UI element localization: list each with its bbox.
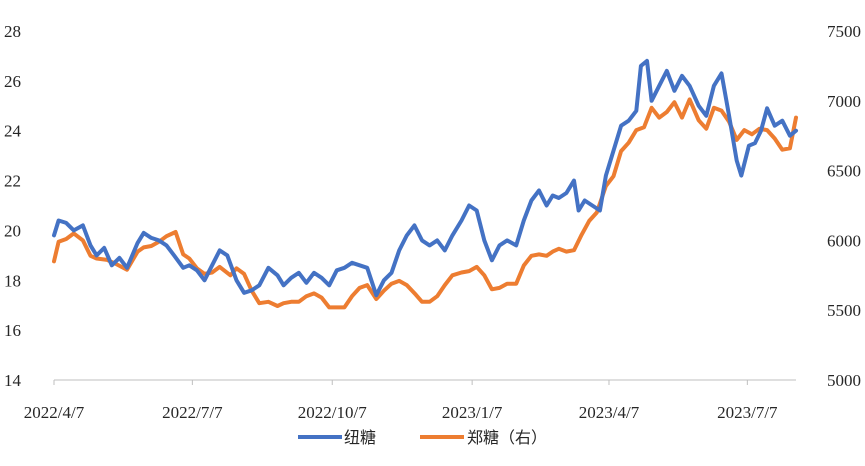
y-left-tick-label: 26 — [4, 72, 21, 91]
y-left-tick-label: 20 — [4, 221, 21, 240]
series-line-niutang — [52, 58, 798, 298]
y-left-tick-label: 18 — [4, 271, 21, 290]
x-tick-label: 2022/10/7 — [298, 403, 367, 422]
x-tick-label: 2023/4/7 — [579, 403, 640, 422]
legend-label: 郑糖（右） — [467, 428, 547, 447]
y-right-tick-label: 6500 — [827, 162, 861, 181]
y-left-tick-label: 14 — [4, 371, 22, 390]
y-left-tick-label: 16 — [4, 321, 21, 340]
series-line-zhengtang — [52, 97, 798, 310]
y-left-tick-label: 24 — [4, 122, 22, 141]
legend-label: 纽糖 — [344, 428, 376, 447]
y-right-tick-label: 5500 — [827, 301, 861, 320]
chart-legend: 纽糖 郑糖（右） — [298, 428, 547, 447]
y-right-tick-label: 5000 — [827, 371, 861, 390]
x-tick-label: 2022/7/7 — [162, 403, 223, 422]
x-tick-label: 2022/4/7 — [24, 403, 85, 422]
y-left-tick-label: 22 — [4, 172, 21, 191]
y-left-tick-label: 28 — [4, 22, 21, 41]
x-tick-label: 2023/1/7 — [442, 403, 503, 422]
chart-axes: 2022/4/7 2022/7/7 2022/10/7 2023/1/7 2023/4/… — [4, 22, 861, 422]
y-right-tick-label: 6000 — [827, 231, 861, 250]
y-right-tick-label: 7500 — [827, 22, 861, 41]
y-right-tick-label: 7000 — [827, 92, 861, 111]
x-tick-label: 2023/7/7 — [717, 403, 778, 422]
chart-lines — [52, 58, 798, 310]
